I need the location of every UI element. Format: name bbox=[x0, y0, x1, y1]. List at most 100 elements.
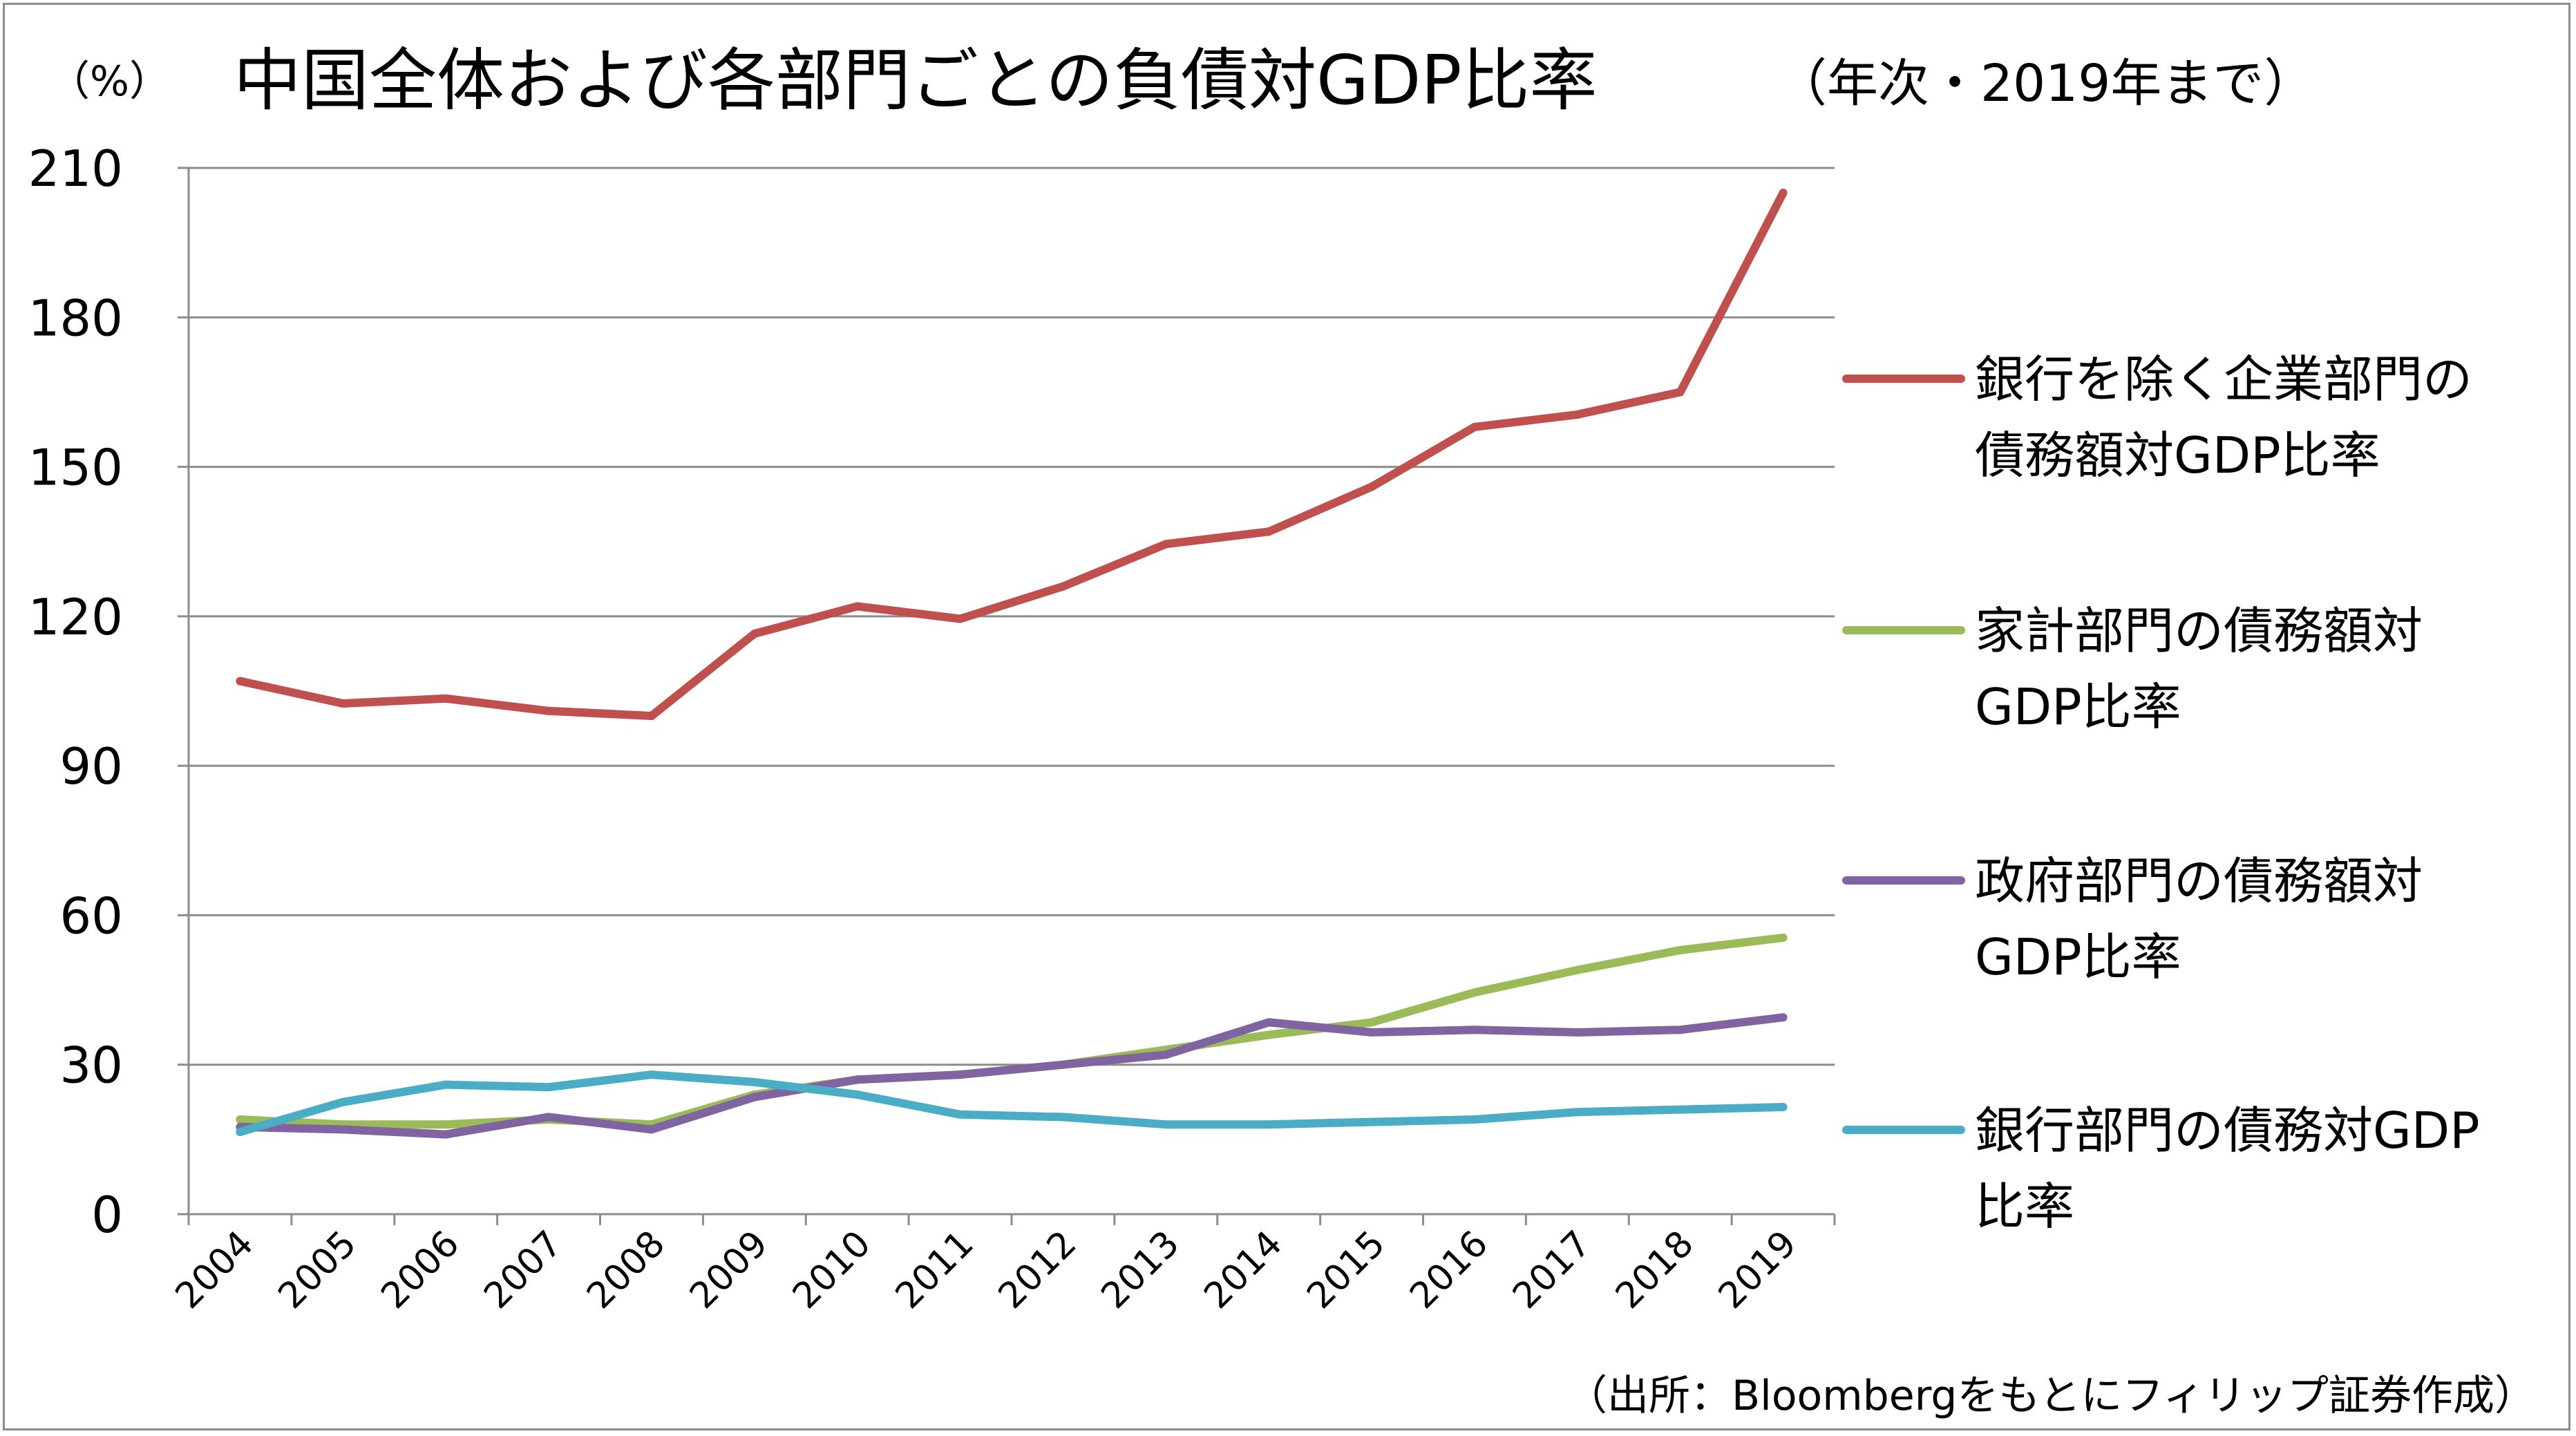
data-point-0-2008 bbox=[647, 712, 656, 721]
x-tick-label-2012: 2012 bbox=[991, 1223, 1085, 1317]
data-point-2-2010 bbox=[853, 1075, 862, 1084]
series-line-0 bbox=[236, 189, 1788, 720]
y-tick-label-3: 120 bbox=[28, 588, 123, 646]
y-tick-label-6: 30 bbox=[59, 1037, 123, 1095]
legend-label-2-line-0: 政府部門の債務額対 bbox=[1975, 852, 2423, 910]
data-point-0-2009 bbox=[750, 630, 759, 639]
data-point-0-2006 bbox=[442, 694, 451, 703]
series-line-2 bbox=[236, 1013, 1788, 1139]
data-point-3-2008 bbox=[647, 1070, 656, 1079]
data-point-3-2017 bbox=[1573, 1108, 1582, 1117]
data-point-2-2005 bbox=[339, 1125, 348, 1134]
data-point-2-2011 bbox=[956, 1070, 965, 1079]
data-point-2-2007 bbox=[544, 1113, 553, 1122]
x-tick-label-2016: 2016 bbox=[1402, 1223, 1496, 1317]
y-tick-label-5: 60 bbox=[59, 887, 123, 945]
x-tick-label-2009: 2009 bbox=[682, 1223, 776, 1317]
x-tick-label-2007: 2007 bbox=[476, 1223, 570, 1317]
data-point-2-2012 bbox=[1059, 1060, 1068, 1069]
gridlines bbox=[189, 167, 1835, 1066]
data-point-1-2017 bbox=[1573, 965, 1582, 974]
data-point-3-2011 bbox=[956, 1110, 965, 1119]
data-point-3-2013 bbox=[1162, 1120, 1171, 1129]
data-point-2-2016 bbox=[1470, 1026, 1479, 1035]
data-point-0-2019 bbox=[1779, 189, 1788, 198]
data-point-2-2006 bbox=[442, 1130, 451, 1139]
x-tick-label-2017: 2017 bbox=[1505, 1223, 1599, 1317]
data-point-1-2016 bbox=[1470, 988, 1479, 997]
y-tick-label-7: 0 bbox=[91, 1186, 123, 1244]
source-note: （出所：Bloombergをもとにフィリップ証券作成） bbox=[1566, 1372, 2536, 1420]
data-point-3-2009 bbox=[750, 1077, 759, 1086]
data-point-0-2013 bbox=[1162, 540, 1171, 549]
data-point-1-2019 bbox=[1779, 933, 1788, 942]
data-point-0-2018 bbox=[1676, 388, 1685, 397]
data-point-3-2004 bbox=[236, 1128, 245, 1137]
data-point-3-2005 bbox=[339, 1097, 348, 1106]
x-tick-label-2008: 2008 bbox=[579, 1223, 673, 1317]
data-point-3-2015 bbox=[1367, 1117, 1376, 1126]
data-point-0-2010 bbox=[853, 602, 862, 611]
chart-subtitle: （年次・2019年まで） bbox=[1776, 54, 2315, 113]
x-tick-label-2004: 2004 bbox=[168, 1223, 262, 1317]
x-tick-label-2010: 2010 bbox=[785, 1223, 879, 1317]
y-tick-label-4: 90 bbox=[59, 737, 123, 795]
data-point-2-2018 bbox=[1676, 1026, 1685, 1035]
data-point-2-2008 bbox=[647, 1125, 656, 1134]
x-tick-label-2015: 2015 bbox=[1299, 1223, 1393, 1317]
data-point-0-2014 bbox=[1265, 527, 1273, 536]
data-point-1-2006 bbox=[442, 1120, 451, 1129]
y-axis-ticks: 210 180 150 120 90 60 30 0 bbox=[28, 140, 123, 1244]
chart-frame bbox=[3, 3, 2570, 1430]
x-tick-label-2011: 2011 bbox=[888, 1223, 982, 1317]
data-point-0-2007 bbox=[544, 706, 553, 715]
x-tick-label-2005: 2005 bbox=[270, 1223, 364, 1317]
x-tick-label-2006: 2006 bbox=[373, 1223, 467, 1317]
data-point-0-2016 bbox=[1470, 422, 1479, 431]
data-point-0-2011 bbox=[956, 614, 965, 623]
series-lines bbox=[236, 189, 1788, 1139]
y-tick-label-2: 150 bbox=[28, 439, 123, 497]
data-point-3-2018 bbox=[1676, 1105, 1685, 1114]
legend-label-0-line-1: 債務額対GDP比率 bbox=[1975, 426, 2380, 484]
legend: 銀行を除く企業部門の債務額対GDP比率家計部門の債務額対GDP比率政府部門の債務… bbox=[1842, 350, 2480, 1236]
x-axis-ticks: 2004 2005 2006 2007 2008 2009 2010 2011 2012 2013… bbox=[168, 1223, 1805, 1317]
y-tick-label-1: 180 bbox=[28, 289, 123, 347]
data-point-3-2014 bbox=[1265, 1120, 1273, 1129]
data-point-1-2014 bbox=[1265, 1030, 1273, 1039]
legend-label-3-line-0: 銀行部門の債務対GDP bbox=[1975, 1102, 2480, 1160]
data-point-3-2019 bbox=[1779, 1102, 1788, 1111]
data-point-1-2015 bbox=[1367, 1018, 1376, 1027]
legend-label-3-line-1: 比率 bbox=[1975, 1178, 2074, 1236]
data-point-0-2012 bbox=[1059, 582, 1068, 591]
y-tick-label-0: 210 bbox=[28, 140, 123, 198]
data-point-0-2004 bbox=[236, 677, 245, 686]
x-tick-label-2013: 2013 bbox=[1093, 1223, 1187, 1317]
x-tick-label-2019: 2019 bbox=[1711, 1223, 1805, 1317]
legend-label-0-line-0: 銀行を除く企業部門の bbox=[1975, 350, 2472, 408]
x-tick-label-2018: 2018 bbox=[1608, 1223, 1702, 1317]
data-point-1-2004 bbox=[236, 1115, 245, 1124]
chart-title: 中国全体および各部門ごとの負債対GDP比率 bbox=[234, 41, 1598, 120]
data-point-3-2010 bbox=[853, 1090, 862, 1099]
legend-label-1-line-1: GDP比率 bbox=[1975, 678, 2181, 736]
data-point-2-2013 bbox=[1162, 1050, 1171, 1059]
axes bbox=[178, 167, 1836, 1225]
data-point-3-2012 bbox=[1059, 1113, 1068, 1122]
data-point-3-2007 bbox=[544, 1083, 553, 1092]
data-point-2-2017 bbox=[1573, 1028, 1582, 1037]
data-point-2-2015 bbox=[1367, 1028, 1376, 1037]
data-point-2-2009 bbox=[750, 1093, 759, 1102]
data-point-3-2006 bbox=[442, 1080, 451, 1089]
data-point-0-2017 bbox=[1573, 410, 1582, 419]
data-point-1-2018 bbox=[1676, 945, 1685, 954]
data-point-2-2014 bbox=[1265, 1018, 1273, 1027]
chart-unit-label: （%） bbox=[48, 57, 171, 106]
legend-label-2-line-1: GDP比率 bbox=[1975, 928, 2181, 986]
legend-label-1-line-0: 家計部門の債務額対 bbox=[1975, 602, 2423, 660]
data-point-2-2019 bbox=[1779, 1013, 1788, 1022]
data-point-0-2005 bbox=[339, 699, 348, 708]
data-point-3-2016 bbox=[1470, 1115, 1479, 1124]
data-point-0-2015 bbox=[1367, 482, 1376, 491]
